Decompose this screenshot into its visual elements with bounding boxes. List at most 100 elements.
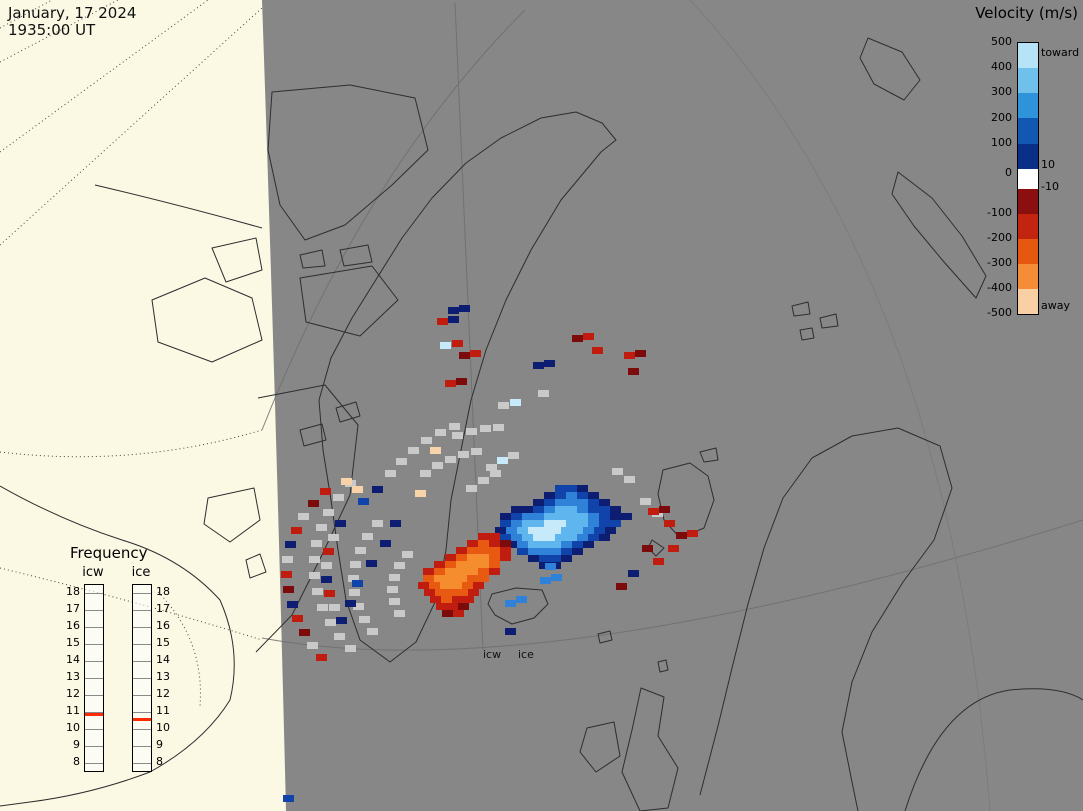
frequency-tick-label: 9 — [73, 738, 80, 751]
frequency-bar-tick — [85, 593, 103, 594]
dayside-graticule-dotted — [0, 0, 263, 707]
coast-southampton — [203, 487, 261, 543]
colorbar-tick: -100 — [987, 206, 1012, 219]
frequency-bar-tick — [85, 661, 103, 662]
frequency-col-label-icw: icw — [82, 565, 104, 580]
frequency-bar-tick — [133, 644, 151, 645]
frequency-bar-tick — [85, 763, 103, 764]
frequency-tick-label: 10 — [156, 721, 170, 734]
time-label: 1935:00 UT — [8, 21, 96, 39]
frequency-tick-label: 18 — [66, 585, 80, 598]
coast-small-island-1 — [339, 244, 373, 267]
frequency-bar-tick — [85, 729, 103, 730]
colorbar-annotation: away — [1041, 299, 1070, 312]
colorbar-tick: 400 — [991, 60, 1012, 73]
frequency-bar-tick — [85, 610, 103, 611]
nightside-region — [262, 0, 1083, 811]
coast-mainland-canada — [94, 184, 263, 229]
colorbar-ticks: 500 400 300 200 100 0 -100 -200 -300 -400 -500 — [968, 0, 1012, 400]
frequency-tick-label: 17 — [156, 602, 170, 615]
frequency-tick-label: 9 — [156, 738, 163, 751]
frequency-bar-tick — [85, 712, 103, 713]
frequency-bar-tick — [133, 627, 151, 628]
frequency-tick-label: 8 — [156, 755, 163, 768]
frequency-bar-tick — [133, 695, 151, 696]
colorbar-segment — [1018, 144, 1038, 169]
colorbar-segment — [1018, 214, 1038, 239]
coast-ireland — [579, 721, 621, 773]
frequency-tick-label: 15 — [66, 636, 80, 649]
frequency-bar-icw — [84, 584, 104, 772]
frequency-bar-tick — [85, 746, 103, 747]
frequency-tick-label: 11 — [66, 704, 80, 717]
coast-franz-josef-1 — [791, 301, 811, 317]
frequency-marker — [85, 712, 103, 716]
frequency-tick-label: 12 — [66, 687, 80, 700]
frequency-tick-label: 16 — [156, 619, 170, 632]
colorbar-annotation: 10 — [1041, 158, 1055, 171]
coast-franz-josef-2 — [819, 313, 839, 329]
frequency-tick-label: 14 — [66, 653, 80, 666]
frequency-col-label-ice: ice — [131, 565, 151, 580]
coast-greenland — [318, 111, 617, 663]
frequency-bar-tick — [85, 644, 103, 645]
colorbar-tick: -200 — [987, 231, 1012, 244]
colorbar-tick: -400 — [987, 281, 1012, 294]
colorbar-segment — [1018, 43, 1038, 68]
frequency-bar-tick — [133, 746, 151, 747]
frequency-tick-label: 11 — [156, 704, 170, 717]
coast-svalbard-ne — [699, 447, 719, 463]
frequency-bar-tick — [133, 661, 151, 662]
colorbar-tick: 300 — [991, 85, 1012, 98]
frequency-marker — [133, 717, 151, 721]
frequency-title: Frequency — [70, 544, 148, 562]
colorbar-title: Velocity (m/s) — [975, 4, 1078, 22]
frequency-tick-label: 13 — [66, 670, 80, 683]
colorbar-tick: 0 — [1005, 166, 1012, 179]
colorbar-segment — [1018, 93, 1038, 118]
colorbar-annotations: toward 10 -10 away — [1041, 0, 1083, 400]
coast-faroe — [597, 630, 613, 644]
frequency-tick-label: 13 — [156, 670, 170, 683]
frequency-bar-tick — [85, 695, 103, 696]
frequency-bar-tick — [133, 678, 151, 679]
date-label: January, 17 2024 — [8, 4, 137, 22]
frequency-tick-label: 15 — [156, 636, 170, 649]
coast-victoria-north — [211, 237, 263, 283]
coast-victoria-island — [151, 277, 263, 363]
colorbar-tick: 100 — [991, 136, 1012, 149]
frequency-bar-tick — [133, 610, 151, 611]
coast-iceland — [487, 587, 549, 625]
colorbar-segment — [1018, 68, 1038, 93]
colorbar-segment — [1018, 289, 1038, 314]
coast-novaya-zemlya — [891, 171, 987, 299]
coast-severnaya — [859, 37, 921, 101]
colorbar-segment — [1018, 264, 1038, 289]
frequency-bar-tick — [133, 593, 151, 594]
coast-ellesmere — [267, 84, 429, 241]
coast-scandinavia — [699, 427, 953, 811]
frequency-bar-tick — [85, 678, 103, 679]
coast-baltic — [904, 688, 1083, 811]
colorbar-segment — [1018, 239, 1038, 264]
colorbar-annotation: toward — [1041, 46, 1080, 59]
frequency-bar-tick — [133, 712, 151, 713]
frequency-tick-label: 10 — [66, 721, 80, 734]
frequency-tick-label: 14 — [156, 653, 170, 666]
colorbar-annotation: -10 — [1041, 180, 1059, 193]
coast-small-island-4 — [335, 401, 361, 423]
colorbar-segment — [1018, 169, 1038, 189]
colorbar-tick: -500 — [987, 306, 1012, 319]
frequency-bar-tick — [133, 729, 151, 730]
coast-shetland — [657, 659, 669, 673]
velocity-colorbar — [1017, 42, 1039, 315]
coast-devon — [299, 265, 399, 337]
frequency-tick-label: 16 — [66, 619, 80, 632]
colorbar-tick: -300 — [987, 256, 1012, 269]
coast-small-island-2 — [299, 249, 326, 269]
frequency-tick-label: 8 — [73, 755, 80, 768]
frequency-bar-ice — [132, 584, 152, 772]
colorbar-tick: 200 — [991, 111, 1012, 124]
coast-franz-josef-3 — [799, 327, 815, 341]
